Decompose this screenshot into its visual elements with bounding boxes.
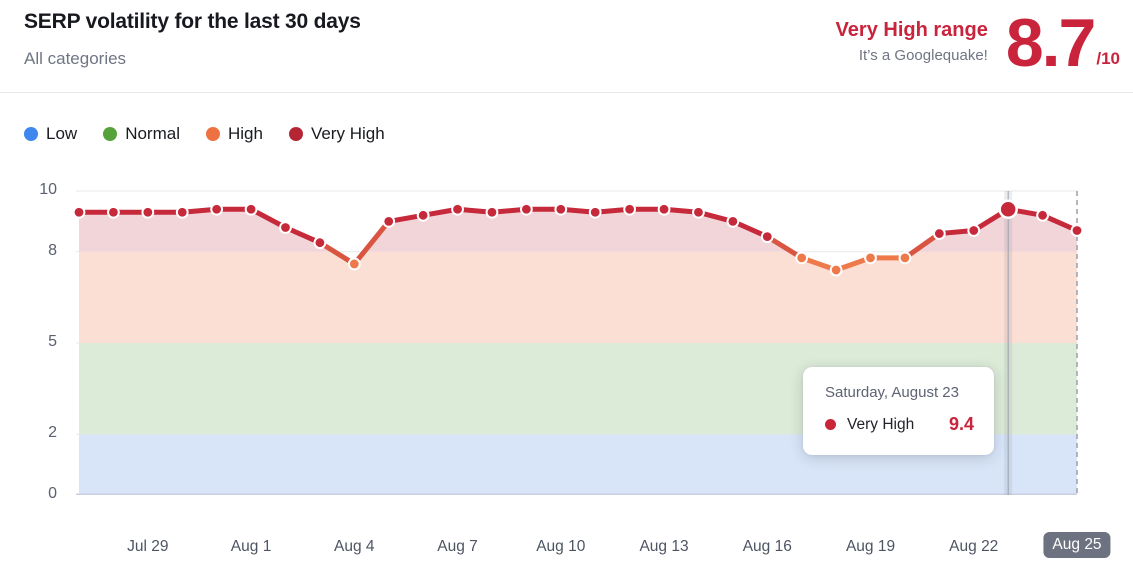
- chart-tooltip: Saturday, August 23 Very High 9.4: [803, 367, 994, 455]
- category-subtitle: All categories: [24, 49, 127, 68]
- data-point[interactable]: [485, 205, 499, 219]
- score-panel: Very High range It’s a Googlequake! 8.7 …: [836, 8, 1120, 78]
- area-band-very-high: [79, 209, 1077, 252]
- data-point[interactable]: [141, 205, 155, 219]
- y-tick-label: 0: [48, 485, 57, 502]
- x-tick-label-today: Aug 25: [1043, 532, 1111, 558]
- data-point[interactable]: [72, 205, 86, 219]
- data-point[interactable]: [588, 205, 602, 219]
- volatility-line-chart: [72, 190, 1084, 497]
- legend-item-very-high[interactable]: Very High: [288, 124, 385, 144]
- data-point[interactable]: [623, 202, 637, 216]
- data-point[interactable]: [795, 251, 809, 265]
- range-subtext: It’s a Googlequake!: [858, 47, 988, 64]
- range-label: Very High range: [835, 19, 988, 41]
- normal-dot-icon: [103, 127, 118, 141]
- data-point[interactable]: [932, 227, 946, 240]
- x-tick-label: Aug 22: [949, 538, 999, 555]
- data-point[interactable]: [107, 205, 120, 219]
- data-point[interactable]: [898, 251, 912, 265]
- header-divider: [0, 92, 1133, 93]
- line-segment: [317, 240, 357, 267]
- x-axis: Jul 29 Aug 1 Aug 4 Aug 7 Aug 10 Aug 13 Aug 16 A…: [76, 532, 1111, 563]
- y-tick-label: 2: [48, 424, 57, 442]
- low-dot-icon: [24, 127, 38, 141]
- volatility-score: 8.7: [1005, 5, 1097, 81]
- x-tick-label: Aug 7: [437, 538, 478, 555]
- data-point[interactable]: [175, 205, 189, 219]
- data-point[interactable]: [967, 224, 981, 237]
- line-segment: [351, 218, 392, 267]
- data-point[interactable]: [726, 215, 740, 228]
- data-point[interactable]: [1070, 224, 1084, 237]
- x-tick-label: Aug 16: [742, 538, 792, 555]
- line-segment: [248, 206, 288, 230]
- x-tick-label: Aug 10: [536, 538, 586, 555]
- data-point[interactable]: [451, 202, 464, 216]
- x-tick-label: Jul 29: [127, 538, 169, 555]
- x-tick-label: Aug 19: [845, 538, 896, 555]
- legend-item-high[interactable]: High: [205, 124, 263, 144]
- data-point[interactable]: [244, 202, 258, 216]
- score-max: /10: [1096, 49, 1120, 68]
- data-point[interactable]: [864, 251, 877, 265]
- y-tick-label: 10: [39, 181, 57, 198]
- data-point[interactable]: [1036, 208, 1049, 222]
- data-point[interactable]: [657, 202, 671, 216]
- tooltip-series-label: Very High: [847, 415, 915, 433]
- high-dot-icon: [205, 127, 220, 141]
- x-tick-label: Aug 4: [334, 538, 375, 555]
- tooltip-series-dot-icon: [825, 419, 836, 430]
- tooltip-date: Saturday, August 23: [825, 384, 959, 401]
- legend-item-normal[interactable]: Normal: [103, 124, 180, 144]
- y-axis: 0 2 5 8 10: [0, 181, 60, 502]
- y-tick-label: 5: [48, 333, 57, 350]
- area-band-high: [79, 251, 1077, 343]
- data-point[interactable]: [519, 202, 533, 216]
- line-segment: [764, 234, 805, 261]
- x-tick-label: Aug 1: [230, 538, 272, 555]
- page-title: SERP volatility for the last 30 days: [24, 10, 361, 33]
- chart-legend: Low Normal High Very High: [24, 124, 385, 144]
- data-point[interactable]: [313, 236, 327, 250]
- tooltip-value: 9.4: [948, 414, 974, 434]
- chart-plot[interactable]: [72, 190, 1084, 497]
- data-point[interactable]: [279, 221, 292, 234]
- data-point[interactable]: [829, 263, 843, 277]
- data-point[interactable]: [692, 205, 705, 219]
- legend-item-low[interactable]: Low: [24, 124, 77, 144]
- data-point[interactable]: [382, 215, 396, 228]
- data-point[interactable]: [554, 202, 568, 216]
- data-point-hovered[interactable]: [998, 199, 1018, 219]
- very-high-dot-icon: [288, 127, 303, 141]
- x-tick-label: Aug 13: [639, 538, 689, 555]
- data-point[interactable]: [210, 202, 224, 216]
- data-point[interactable]: [416, 208, 430, 222]
- line-segment: [902, 231, 942, 261]
- data-point[interactable]: [347, 257, 361, 271]
- data-point[interactable]: [760, 230, 774, 243]
- y-tick-label: 8: [48, 241, 57, 259]
